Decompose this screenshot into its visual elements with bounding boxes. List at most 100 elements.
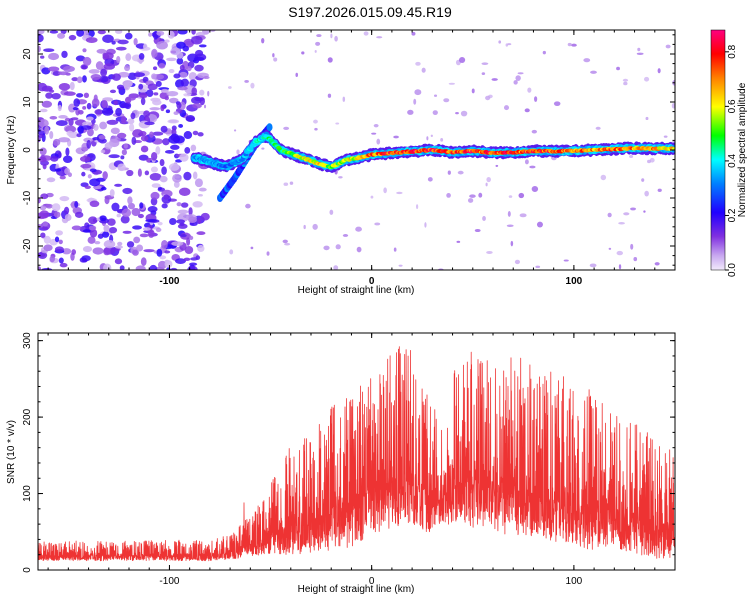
x-tick-label: 100 (566, 576, 583, 587)
noise-speck (671, 103, 675, 109)
noise-blob (163, 250, 171, 254)
noise-blob (93, 94, 98, 103)
noise-blob (117, 39, 129, 45)
noise-blob (74, 211, 84, 218)
noise-speck (623, 81, 628, 86)
noise-blob (121, 208, 132, 218)
noise-speck (524, 159, 529, 165)
noise-speck (330, 33, 333, 39)
snr-frame (37, 332, 676, 571)
noise-speck (233, 129, 237, 132)
noise-speck (335, 244, 341, 250)
noise-speck (447, 170, 451, 175)
noise-blob (87, 236, 96, 244)
noise-blob (68, 34, 77, 41)
noise-blob (169, 218, 177, 226)
noise-speck (507, 43, 512, 46)
noise-speck (505, 43, 509, 47)
noise-blob (196, 231, 206, 236)
noise-blob (190, 257, 198, 261)
noise-blob (133, 236, 141, 244)
noise-blob (188, 71, 197, 81)
noise-speck (507, 211, 511, 217)
noise-speck (616, 250, 623, 256)
noise-speck (486, 176, 491, 183)
noise-blob (163, 194, 170, 200)
noise-blob (38, 133, 45, 138)
noise-blob (157, 221, 163, 226)
noise-blob (108, 154, 120, 159)
noise-blob (54, 246, 64, 253)
noise-speck (282, 239, 288, 244)
noise-blob (171, 241, 184, 247)
noise-blob (94, 241, 101, 245)
noise-blob (132, 249, 139, 256)
noise-blob (119, 265, 125, 270)
noise-blob (38, 224, 44, 228)
noise-blob (103, 224, 110, 233)
snr-plot-area (38, 346, 675, 562)
noise-blob (184, 245, 194, 255)
colorbar-ticks: 0.0 0.2 0.4 0.6 0.8 (725, 44, 738, 277)
noise-speck (589, 263, 597, 268)
noise-speck (636, 52, 644, 55)
noise-speck (474, 228, 481, 233)
noise-blob (93, 124, 99, 131)
noise-blob (194, 178, 203, 188)
noise-blob (170, 133, 179, 141)
noise-blob (55, 120, 68, 127)
noise-blob (38, 119, 49, 128)
noise-blob (127, 118, 135, 125)
noise-blob (176, 51, 184, 59)
noise-blob (58, 82, 71, 91)
noise-speck (467, 198, 474, 203)
noise-blob (46, 177, 56, 183)
noise-blob (79, 155, 91, 163)
noise-blob (39, 205, 47, 211)
noise-blob (188, 216, 198, 223)
noise-speck (524, 108, 530, 113)
noise-blob (116, 55, 121, 64)
noise-speck (398, 264, 403, 267)
noise-blob (111, 40, 116, 45)
noise-blob (192, 201, 203, 208)
noise-speck (481, 72, 486, 76)
noise-speck (197, 194, 203, 197)
noise-blob (138, 92, 148, 99)
noise-blob (52, 138, 61, 146)
noise-blob (89, 228, 98, 238)
noise-speck (595, 126, 601, 130)
noise-blob (150, 97, 161, 102)
noise-blob (110, 127, 120, 135)
noise-speck (250, 246, 254, 250)
noise-blob (197, 217, 202, 224)
colorbar-label: Normalized spectral amplitude (737, 82, 748, 217)
noise-speck (236, 149, 240, 155)
noise-blob (73, 98, 81, 107)
noise-speck (553, 101, 561, 107)
noise-blob (117, 241, 123, 246)
noise-blob (150, 191, 160, 200)
noise-speck (289, 181, 294, 185)
noise-blob (189, 235, 194, 241)
noise-speck (515, 75, 521, 82)
noise-speck (376, 138, 381, 145)
noise-speck (478, 192, 483, 198)
noise-blob (49, 30, 59, 34)
noise-speck (443, 98, 450, 103)
noise-blob (153, 66, 158, 71)
noise-speck (643, 210, 646, 213)
noise-blob (58, 239, 63, 245)
noise-speck (527, 87, 532, 93)
noise-blob (99, 215, 107, 222)
noise-blob (183, 257, 191, 261)
noise-blob (151, 183, 161, 188)
noise-speck (482, 216, 486, 222)
noise-blob (191, 87, 198, 96)
noise-blob (176, 202, 182, 207)
noise-blob (38, 266, 42, 270)
noise-blob (71, 225, 82, 231)
snr-ticks: -100 0 100 0 100 200 300 (22, 332, 676, 587)
noise-speck (303, 224, 306, 230)
